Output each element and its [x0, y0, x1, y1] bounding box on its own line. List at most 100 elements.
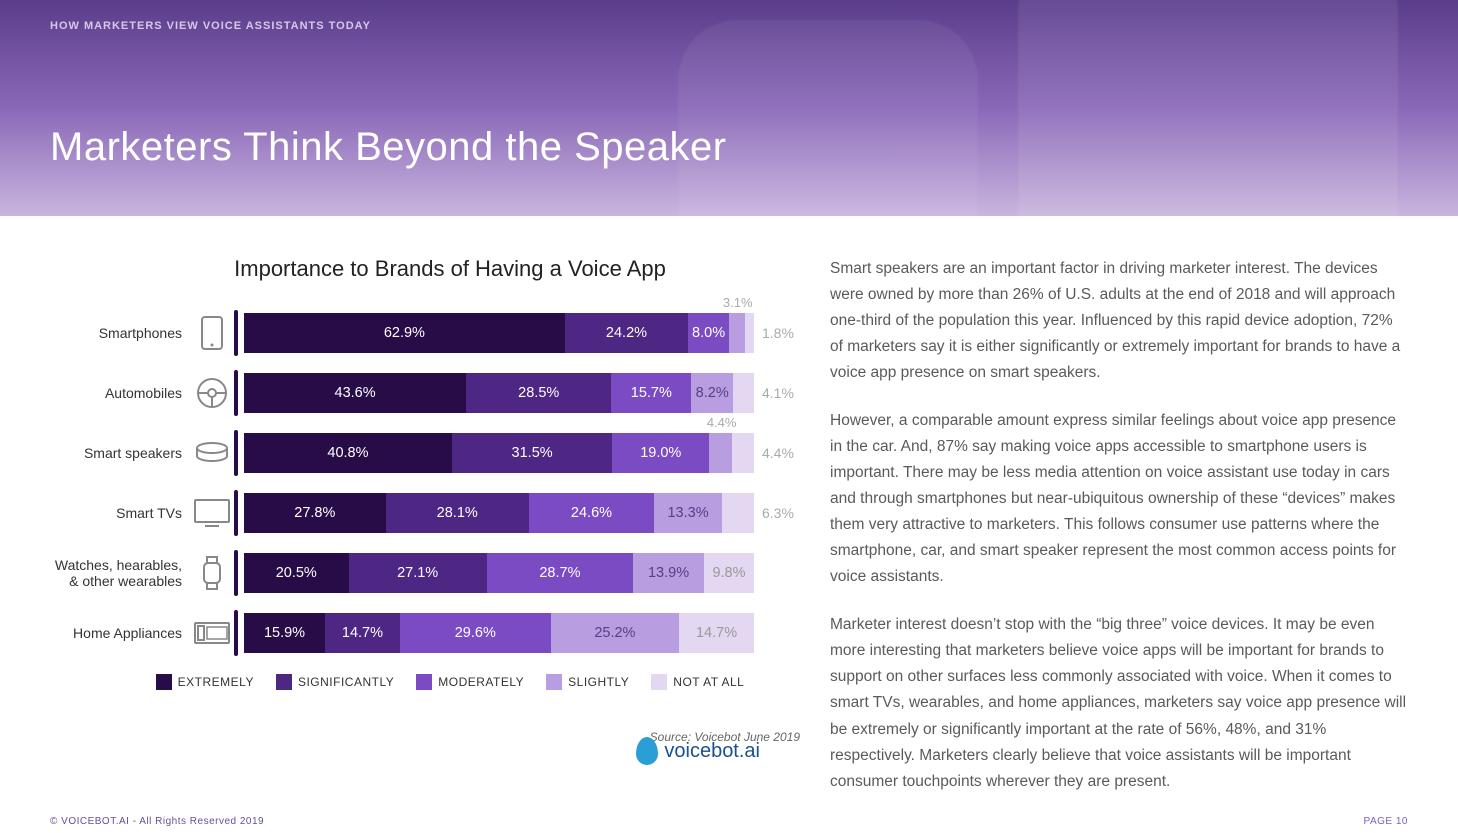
legend-item: SLIGHTLY	[546, 674, 629, 690]
legend-label: NOT AT ALL	[673, 675, 744, 689]
bar-stack: 15.9%14.7%29.6%25.2%14.7%	[244, 613, 754, 653]
row-label: Watches, hearables, & other wearables	[50, 557, 190, 589]
accent-bar	[234, 550, 238, 596]
page: HOW MARKETERS VIEW VOICE ASSISTANTS TODA…	[0, 0, 1458, 833]
chart-row: Watches, hearables, & other wearables 20.…	[50, 550, 780, 596]
bar-value-outside: 4.1%	[754, 373, 794, 413]
row-label: Smart TVs	[50, 505, 190, 521]
bar-segment	[733, 373, 754, 413]
bar-value-above: 3.1%	[723, 295, 753, 310]
legend-label: SIGNIFICANTLY	[298, 675, 394, 689]
bar-segment: 25.2%	[551, 613, 679, 653]
legend-swatch	[156, 674, 172, 690]
accent-bar	[234, 490, 238, 536]
bar-segment: 8.2%	[691, 373, 733, 413]
accent-bar	[234, 430, 238, 476]
bar-stack: 27.8%28.1%24.6%13.3%6.3%	[244, 493, 754, 533]
legend-swatch	[276, 674, 292, 690]
body-paragraph: However, a comparable amount express sim…	[830, 408, 1408, 590]
hero-banner: HOW MARKETERS VIEW VOICE ASSISTANTS TODA…	[0, 0, 1458, 216]
chart-column: Importance to Brands of Having a Voice A…	[0, 216, 800, 809]
watch-icon	[190, 555, 234, 591]
row-label: Smartphones	[50, 325, 190, 341]
bar-value-outside: 4.4%	[754, 433, 794, 473]
voicebot-logo: voicebot.ai	[636, 737, 760, 765]
bar-segment: 24.2%	[565, 313, 688, 353]
legend-item: NOT AT ALL	[651, 674, 744, 690]
legend-item: SIGNIFICANTLY	[276, 674, 394, 690]
bar-segment: 15.7%	[611, 373, 691, 413]
bar-value-outside: 6.3%	[754, 493, 794, 533]
bar-segment: 27.1%	[349, 553, 487, 593]
accent-bar	[234, 310, 238, 356]
bar-segment: 28.1%	[386, 493, 529, 533]
row-label: Automobiles	[50, 385, 190, 401]
bar-segment: 8.0%	[688, 313, 729, 353]
bar-segment	[732, 433, 754, 473]
accent-bar	[234, 370, 238, 416]
bar-value-outside: 1.8%	[754, 313, 794, 353]
bar-segment	[729, 313, 745, 353]
bar-segment	[709, 433, 731, 473]
appliance-icon	[190, 619, 234, 647]
chart-legend: EXTREMELY SIGNIFICANTLY MODERATELY SLIGHTLY…	[100, 674, 800, 690]
bar-segment: 24.6%	[529, 493, 654, 533]
bar-segment: 31.5%	[452, 433, 612, 473]
legend-label: MODERATELY	[438, 675, 524, 689]
bar-segment: 13.3%	[654, 493, 722, 533]
bar-stack: 40.8%31.5%19.0%4.4%4.4%	[244, 433, 754, 473]
row-label: Smart speakers	[50, 445, 190, 461]
chart-title: Importance to Brands of Having a Voice A…	[100, 256, 800, 282]
bar-stack: 62.9%24.2%8.0%3.1%1.8%	[244, 313, 754, 353]
chart-row: Smart TVs 27.8%28.1%24.6%13.3%6.3%	[50, 490, 780, 536]
chart-row: Smart speakers 40.8%31.5%19.0%4.4%4.4%	[50, 430, 780, 476]
logo-mark-icon	[636, 737, 658, 765]
legend-swatch	[546, 674, 562, 690]
body-paragraph: Marketer interest doesn’t stop with the …	[830, 612, 1408, 794]
text-column: Smart speakers are an important factor i…	[800, 216, 1458, 809]
bar-segment: 28.7%	[487, 553, 633, 593]
chart-row: Home Appliances15.9%14.7%29.6%25.2%14.7%	[50, 610, 780, 656]
legend-item: EXTREMELY	[156, 674, 254, 690]
bar-segment: 40.8%	[244, 433, 452, 473]
bar-segment: 62.9%	[244, 313, 565, 353]
bar-segment: 13.9%	[633, 553, 704, 593]
bar-value-above: 4.4%	[707, 415, 737, 430]
bar-stack: 20.5%27.1%28.7%13.9%9.8%	[244, 553, 754, 593]
copyright-text: © VOICEBOT.AI - All Rights Reserved 2019	[50, 816, 264, 827]
bar-segment: 43.6%	[244, 373, 466, 413]
bar-segment	[745, 313, 754, 353]
legend-item: MODERATELY	[416, 674, 524, 690]
page-number: PAGE 10	[1364, 816, 1408, 827]
hero-shape	[678, 20, 978, 216]
tv-icon	[190, 498, 234, 528]
bar-segment	[722, 493, 754, 533]
page-title: Marketers Think Beyond the Speaker	[50, 125, 727, 170]
bar-segment: 27.8%	[244, 493, 386, 533]
chart-rows: Smartphones 62.9%24.2%8.0%3.1%1.8% Automob…	[50, 310, 780, 656]
page-footer: © VOICEBOT.AI - All Rights Reserved 2019…	[0, 809, 1458, 833]
bar-segment: 14.7%	[679, 613, 754, 653]
bar-segment: 14.7%	[325, 613, 400, 653]
legend-label: EXTREMELY	[178, 675, 254, 689]
body-paragraph: Smart speakers are an important factor i…	[830, 256, 1408, 386]
logo-text: voicebot.ai	[664, 740, 760, 763]
bar-segment: 15.9%	[244, 613, 325, 653]
chart-row: Automobiles 43.6%28.5%15.7%8.2%4.1%	[50, 370, 780, 416]
steering-wheel-icon	[190, 376, 234, 410]
bar-stack: 43.6%28.5%15.7%8.2%4.1%	[244, 373, 754, 413]
row-label: Home Appliances	[50, 625, 190, 641]
bar-segment: 20.5%	[244, 553, 349, 593]
bar-segment: 19.0%	[612, 433, 709, 473]
bar-segment: 29.6%	[400, 613, 551, 653]
bar-segment: 28.5%	[466, 373, 611, 413]
speaker-icon	[190, 441, 234, 465]
legend-label: SLIGHTLY	[568, 675, 629, 689]
eyebrow-text: HOW MARKETERS VIEW VOICE ASSISTANTS TODA…	[50, 20, 371, 32]
page-body: Importance to Brands of Having a Voice A…	[0, 216, 1458, 809]
legend-swatch	[416, 674, 432, 690]
hero-shape	[1018, 0, 1398, 216]
chart-row: Smartphones 62.9%24.2%8.0%3.1%1.8%	[50, 310, 780, 356]
bar-segment: 9.8%	[704, 553, 754, 593]
smartphone-icon	[190, 315, 234, 351]
